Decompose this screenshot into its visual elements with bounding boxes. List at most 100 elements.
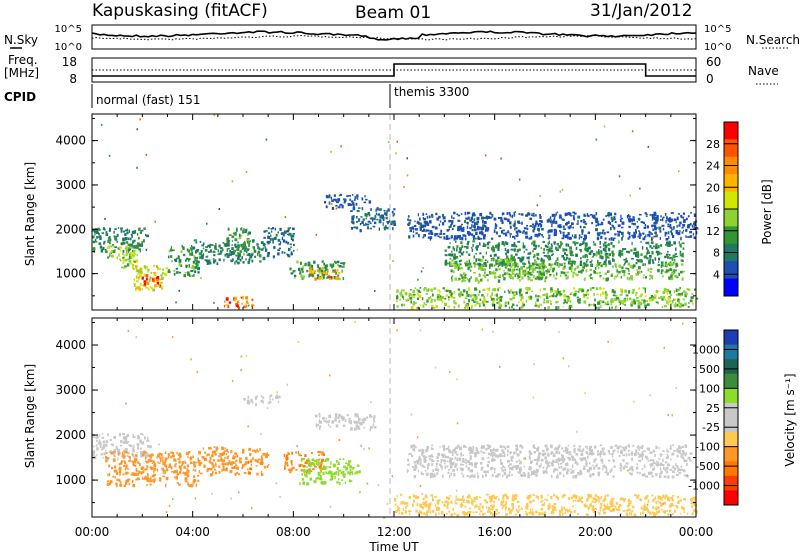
data-cell xyxy=(285,454,288,458)
data-cell xyxy=(246,399,250,403)
data-cell xyxy=(338,461,340,465)
data-cell xyxy=(549,258,552,261)
data-cell xyxy=(499,298,503,302)
data-cell xyxy=(628,449,630,452)
data-cell xyxy=(563,262,566,265)
data-cell xyxy=(506,231,510,234)
data-cell xyxy=(646,300,648,303)
data-cell xyxy=(461,472,463,475)
data-cell xyxy=(502,229,505,232)
data-cell xyxy=(114,237,117,239)
data-cell xyxy=(446,500,449,504)
data-cell xyxy=(574,458,577,462)
data-cell xyxy=(563,294,566,298)
data-cell xyxy=(92,454,95,457)
data-cell xyxy=(670,230,672,233)
data-cell xyxy=(507,249,510,253)
data-cell xyxy=(625,257,628,260)
data-cell xyxy=(602,277,605,280)
data-cell xyxy=(233,297,236,301)
data-cell xyxy=(675,247,677,251)
data-cell xyxy=(252,246,255,249)
data-cell xyxy=(424,503,428,507)
data-cell xyxy=(452,297,456,299)
data-cell xyxy=(403,185,405,188)
data-cell xyxy=(569,246,572,250)
data-cell xyxy=(177,255,180,259)
data-cell xyxy=(513,242,516,245)
data-cell xyxy=(157,461,159,464)
data-cell xyxy=(552,455,556,458)
data-cell xyxy=(214,248,218,250)
data-cell xyxy=(528,265,531,269)
data-cell xyxy=(474,464,477,468)
data-cell xyxy=(500,261,503,265)
noise-panel-frame xyxy=(91,24,697,50)
data-cell xyxy=(414,224,417,228)
data-cell xyxy=(320,420,322,424)
data-cell xyxy=(460,453,462,457)
data-cell xyxy=(234,299,236,302)
data-cell xyxy=(144,436,146,440)
data-cell xyxy=(188,258,190,262)
data-cell xyxy=(514,211,516,213)
data-cell xyxy=(644,304,647,308)
data-cell xyxy=(639,231,641,234)
data-cell xyxy=(238,236,242,240)
data-cell xyxy=(254,396,258,400)
data-cell xyxy=(102,444,106,447)
data-cell xyxy=(447,296,450,299)
data-cell xyxy=(618,264,622,268)
data-cell xyxy=(257,450,260,453)
data-cell xyxy=(651,259,654,262)
data-cell xyxy=(493,270,495,273)
data-cell xyxy=(346,414,349,417)
data-cell xyxy=(515,451,517,454)
data-cell xyxy=(400,294,403,297)
data-cell xyxy=(518,178,521,181)
data-cell xyxy=(664,255,666,259)
data-cell xyxy=(471,229,474,232)
data-cell xyxy=(667,302,669,306)
data-cell xyxy=(302,465,306,468)
data-cell xyxy=(473,294,477,297)
data-cell xyxy=(482,474,484,478)
data-cell xyxy=(505,258,509,263)
data-cell xyxy=(450,253,454,257)
data-cell xyxy=(601,300,605,304)
data-cell xyxy=(545,447,549,451)
data-cell xyxy=(318,267,321,271)
data-cell xyxy=(471,220,474,224)
data-cell xyxy=(567,232,570,236)
data-cell xyxy=(652,261,655,264)
data-cell xyxy=(497,265,500,268)
data-cell xyxy=(586,455,589,460)
data-cell xyxy=(487,241,489,244)
data-cell xyxy=(651,247,654,249)
data-cell xyxy=(512,495,515,498)
data-cell xyxy=(519,291,521,294)
data-cell xyxy=(547,306,550,309)
data-cell xyxy=(573,218,576,221)
data-cell xyxy=(347,463,351,467)
data-cell xyxy=(475,247,478,251)
data-cell xyxy=(687,236,690,238)
data-cell xyxy=(591,259,593,262)
data-cell xyxy=(608,211,610,216)
data-cell xyxy=(170,245,172,249)
data-cell xyxy=(454,451,457,454)
data-cell xyxy=(555,460,558,464)
data-cell xyxy=(481,227,485,231)
data-cell xyxy=(619,466,622,470)
data-cell xyxy=(578,270,581,273)
data-cell xyxy=(319,478,322,481)
data-cell xyxy=(561,255,564,258)
data-cell xyxy=(484,217,487,219)
data-cell xyxy=(528,467,532,471)
data-cell xyxy=(214,453,217,456)
data-cell xyxy=(169,248,173,252)
data-cell xyxy=(652,296,656,299)
data-cell xyxy=(554,231,557,234)
data-cell xyxy=(621,237,623,241)
data-cell xyxy=(497,276,500,279)
